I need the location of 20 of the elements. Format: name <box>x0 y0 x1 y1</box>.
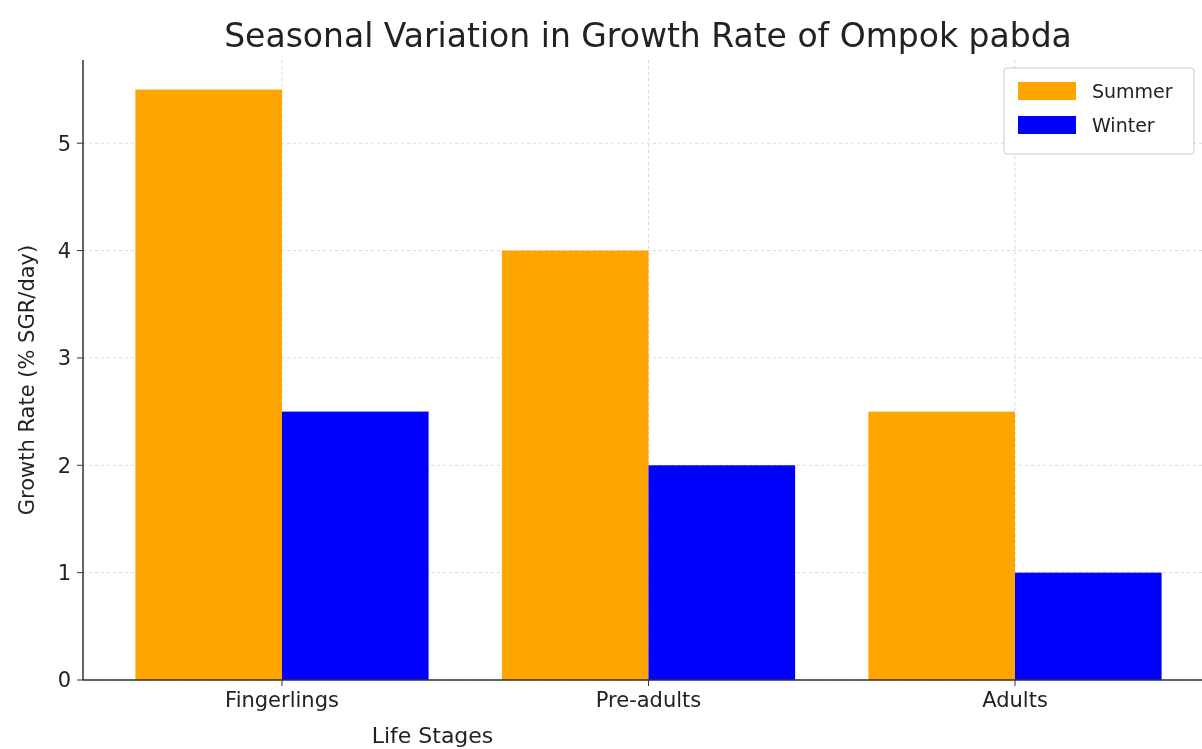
y-tick-label: 0 <box>57 668 71 693</box>
y-tick-label: 5 <box>57 131 71 156</box>
y-tick-label: 2 <box>57 453 71 478</box>
legend-label: Winter <box>1092 113 1155 136</box>
bar <box>135 89 282 680</box>
bar <box>648 465 796 680</box>
y-axis-title: Growth Rate (% SGR/day) <box>15 244 39 516</box>
bar <box>501 250 649 680</box>
y-tick-label: 4 <box>57 238 71 263</box>
bar <box>1015 572 1162 680</box>
chart-title: Seasonal Variation in Growth Rate of Ompok pabda <box>224 16 1072 55</box>
y-tick-label: 1 <box>57 560 71 585</box>
legend-label: Summer <box>1092 79 1173 102</box>
y-tick-label: 3 <box>57 346 71 371</box>
bar <box>868 411 1015 680</box>
x-tick-label: Fingerlings <box>225 688 339 712</box>
x-axis-title: Life Stages <box>371 723 494 748</box>
bar <box>282 411 429 680</box>
x-tick-label: Pre-adults <box>595 688 702 712</box>
x-tick-label: Adults <box>982 688 1048 712</box>
